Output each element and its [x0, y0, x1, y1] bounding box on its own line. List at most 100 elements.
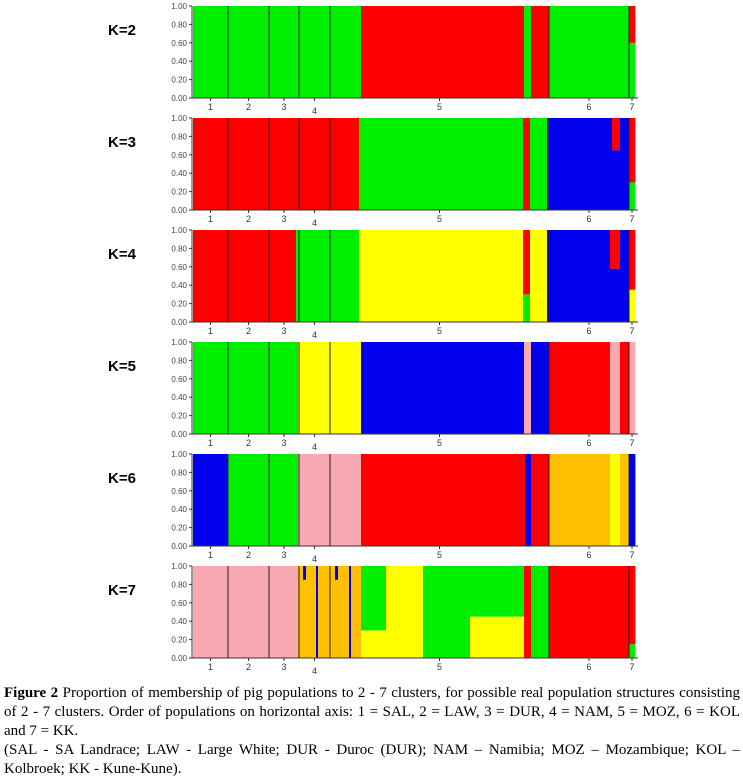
membership-bar-green: [531, 566, 550, 658]
population-label: 4: [312, 106, 317, 116]
y-tick-label: 0.00: [171, 430, 187, 439]
membership-bar-blue: [547, 230, 611, 322]
membership-bar-red: [193, 118, 360, 210]
membership-bar-green: [549, 6, 630, 98]
y-tick-label: 1.00: [171, 562, 187, 571]
k-label: K=4: [108, 246, 137, 263]
membership-bar-blue: [620, 118, 630, 210]
population-label: 7: [629, 214, 634, 224]
y-tick-label: 1.00: [171, 226, 187, 235]
membership-bar-orange: [306, 566, 317, 658]
population-label: 6: [586, 214, 591, 224]
y-tick-label: 0.20: [171, 300, 187, 309]
y-tick-label: 0.40: [171, 393, 187, 402]
membership-bar-yellow: [470, 616, 525, 658]
population-label: 7: [629, 102, 634, 112]
membership-bar-red: [549, 566, 630, 658]
membership-bar-orange: [549, 454, 611, 546]
figure-caption: Figure 2 Proportion of membership of pig…: [4, 684, 740, 779]
population-label: 4: [312, 218, 317, 228]
population-label: 6: [586, 326, 591, 336]
membership-bar-green: [359, 118, 524, 210]
population-label: 6: [586, 102, 591, 112]
population-label: 2: [246, 214, 251, 224]
population-label: 3: [281, 326, 286, 336]
membership-bar-red: [629, 230, 636, 290]
y-tick-label: 0.20: [171, 636, 187, 645]
population-label: 1: [208, 214, 213, 224]
membership-bar-orange: [298, 566, 304, 658]
y-tick-label: 0.00: [171, 94, 187, 103]
population-label: 4: [312, 330, 317, 340]
y-tick-label: 0.20: [171, 524, 187, 533]
membership-bar-green: [523, 294, 531, 322]
y-tick-label: 0.40: [171, 281, 187, 290]
membership-bar-blue: [620, 230, 630, 322]
membership-bar-blue: [610, 268, 621, 322]
membership-bar-pink: [610, 342, 621, 434]
population-label: 6: [586, 438, 591, 448]
membership-bar-orange: [318, 566, 336, 658]
membership-bar-red: [629, 566, 636, 645]
membership-bar-red: [523, 230, 531, 295]
y-tick-label: 1.00: [171, 450, 187, 459]
membership-bar-red: [524, 566, 532, 658]
membership-bar-yellow: [629, 289, 636, 322]
population-label: 6: [586, 662, 591, 672]
membership-bar-red: [620, 342, 630, 434]
membership-bar-red: [629, 118, 636, 183]
population-label: 3: [281, 550, 286, 560]
membership-bar-red: [361, 454, 526, 546]
membership-bar-blue: [547, 118, 613, 210]
membership-bar-green: [228, 454, 299, 546]
membership-bar-red: [531, 454, 550, 546]
population-label: 2: [246, 438, 251, 448]
population-label: 5: [437, 438, 442, 448]
membership-bar-orange: [338, 566, 350, 658]
population-label: 4: [312, 554, 317, 564]
membership-bar-red: [361, 6, 525, 98]
membership-bar-blue: [349, 566, 352, 658]
membership-bar-red: [531, 6, 550, 98]
structure-figure: K=2 1 2 3 4 5 6 7 0.00 0.20 0.40 0.60 0.80 1.00 K=3 1 2 3…: [108, 2, 638, 676]
membership-bar-blue: [525, 454, 532, 546]
population-label: 6: [586, 550, 591, 560]
membership-bar-orange: [303, 579, 307, 658]
membership-bar-green: [193, 342, 299, 434]
y-tick-label: 1.00: [171, 2, 187, 11]
y-tick-label: 0.40: [171, 505, 187, 514]
membership-bar-red: [193, 230, 297, 322]
y-tick-label: 0.40: [171, 57, 187, 66]
y-tick-label: 0.80: [171, 132, 187, 141]
y-tick-label: 0.80: [171, 580, 187, 589]
population-label: 5: [437, 662, 442, 672]
population-label: 5: [437, 214, 442, 224]
membership-bar-red: [549, 342, 611, 434]
membership-bar-yellow: [361, 630, 387, 658]
y-tick-label: 0.80: [171, 20, 187, 29]
population-label: 3: [281, 102, 286, 112]
membership-bar-green: [530, 118, 548, 210]
membership-bar-pink: [629, 342, 636, 434]
membership-bar-yellow: [530, 230, 548, 322]
membership-bar-green: [296, 230, 360, 322]
y-tick-label: 0.80: [171, 244, 187, 253]
population-label: 1: [208, 326, 213, 336]
population-label: 1: [208, 662, 213, 672]
y-tick-label: 0.60: [171, 151, 187, 160]
membership-bar-blue: [193, 454, 229, 546]
k-label: K=2: [108, 22, 136, 39]
population-label: 5: [437, 102, 442, 112]
k-label: K=3: [108, 134, 136, 151]
y-tick-label: 0.40: [171, 617, 187, 626]
caption-legend: (SAL - SA Landrace; LAW - Large White; D…: [4, 742, 740, 777]
population-label: 7: [629, 326, 634, 336]
population-label: 1: [208, 438, 213, 448]
membership-bar-blue: [303, 566, 307, 580]
population-label: 2: [246, 550, 251, 560]
membership-bar-red: [523, 118, 531, 210]
population-label: 1: [208, 102, 213, 112]
membership-bar-green: [423, 566, 471, 658]
y-tick-label: 0.00: [171, 654, 187, 663]
population-label: 7: [629, 662, 634, 672]
